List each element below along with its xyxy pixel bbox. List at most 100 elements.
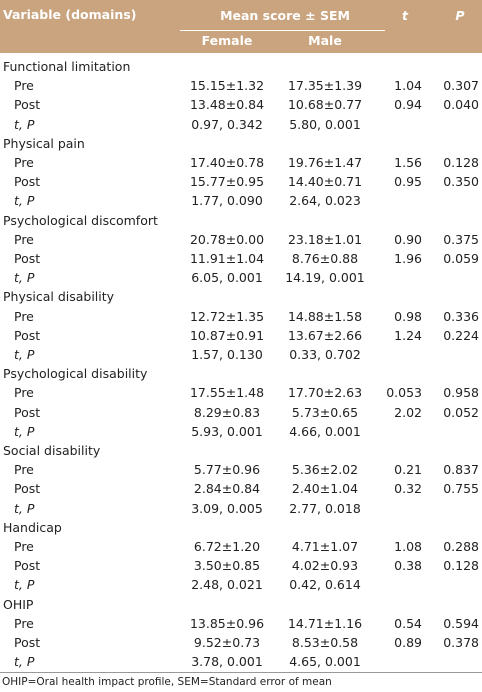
row-label: Pre — [14, 155, 34, 170]
p-cell: 0.350 — [443, 174, 479, 190]
male-cell: 17.35±1.39 — [287, 78, 363, 94]
p-cell: 0.375 — [443, 231, 479, 247]
female-cell: 11.91±1.04 — [189, 251, 265, 266]
p-cell: 0.059 — [443, 251, 479, 266]
row-label: t, P — [14, 654, 35, 670]
header-female: Female — [201, 33, 253, 48]
t-cell: 0.21 — [394, 462, 422, 478]
group-name: Psychological discomfort — [3, 212, 158, 228]
header-t: t — [402, 8, 408, 23]
p-cell: 0.052 — [443, 404, 479, 420]
t-cell: 0.38 — [394, 558, 422, 574]
group-name: Handicap — [3, 519, 62, 535]
female-cell: 2.84±0.84 — [193, 481, 261, 497]
row-label: Pre — [14, 308, 34, 324]
male-cell: 8.53±0.58 — [291, 635, 359, 650]
female-cell: 17.55±1.48 — [189, 385, 265, 401]
male-cell: 2.40±1.04 — [291, 481, 359, 497]
male-cell: 4.66, 0.001 — [289, 423, 361, 439]
female-cell: 5.93, 0.001 — [191, 423, 263, 439]
female-cell: 1.77, 0.090 — [191, 193, 263, 209]
row-label: Post — [14, 174, 41, 190]
p-cell: 0.755 — [443, 481, 479, 497]
male-cell: 17.70±2.63 — [287, 385, 363, 401]
p-cell: 0.128 — [443, 558, 479, 574]
p-cell: 0.837 — [443, 462, 479, 478]
male-cell: 0.42, 0.614 — [289, 577, 361, 593]
group-name: Physical pain — [3, 135, 85, 151]
male-cell: 5.73±0.65 — [291, 404, 359, 420]
female-cell: 3.78, 0.001 — [191, 654, 263, 670]
t-cell: 1.24 — [394, 327, 422, 343]
female-cell: 13.48±0.84 — [189, 97, 265, 113]
female-cell: 12.72±1.35 — [189, 308, 265, 324]
row-label: t, P — [14, 193, 35, 209]
t-cell: 0.32 — [394, 481, 422, 497]
t-cell: 0.54 — [394, 615, 422, 631]
female-cell: 6.05, 0.001 — [191, 270, 263, 286]
t-cell: 2.02 — [394, 404, 422, 420]
female-cell: 20.78±0.00 — [189, 231, 265, 247]
male-cell: 14.19, 0.001 — [285, 270, 365, 286]
t-cell: 0.95 — [394, 174, 422, 190]
female-cell: 8.29±0.83 — [193, 404, 261, 420]
female-cell: 17.40±0.78 — [189, 155, 265, 170]
female-cell: 13.85±0.96 — [189, 615, 265, 631]
female-cell: 15.15±1.32 — [189, 78, 265, 94]
male-cell: 14.88±1.58 — [287, 308, 363, 324]
female-cell: 10.87±0.91 — [189, 327, 265, 343]
row-label: Pre — [14, 231, 34, 247]
group-name: Physical disability — [3, 289, 115, 305]
bottom-rule — [0, 672, 482, 673]
row-label: Post — [14, 97, 41, 113]
footnote: OHIP=Oral health impact profile, SEM=Sta… — [2, 676, 332, 688]
male-cell: 0.33, 0.702 — [289, 347, 361, 362]
header-variable: Variable (domains) — [3, 7, 137, 22]
p-cell: 0.307 — [443, 78, 479, 94]
row-label: Pre — [14, 539, 34, 554]
header-p: P — [455, 8, 465, 23]
row-label: Post — [14, 558, 41, 574]
row-label: Post — [14, 327, 41, 343]
p-cell: 0.224 — [443, 327, 479, 343]
row-label: Pre — [14, 615, 34, 631]
group-name: Social disability — [3, 443, 101, 458]
row-label: Post — [14, 251, 41, 266]
p-cell: 0.040 — [443, 97, 479, 113]
p-cell: 0.378 — [443, 635, 479, 650]
group-name: OHIP — [3, 596, 34, 612]
header-band — [0, 0, 482, 53]
female-cell: 6.72±1.20 — [193, 539, 261, 554]
row-label: Pre — [14, 385, 34, 401]
row-label: t, P — [14, 577, 35, 593]
male-cell: 4.71±1.07 — [291, 539, 359, 554]
t-cell: 1.08 — [394, 539, 422, 554]
male-cell: 8.76±0.88 — [291, 251, 359, 266]
t-cell: 0.94 — [394, 97, 422, 113]
female-cell: 5.77±0.96 — [193, 462, 261, 478]
t-cell: 0.98 — [394, 308, 422, 324]
p-cell: 0.336 — [443, 308, 479, 324]
row-label: Post — [14, 404, 41, 420]
t-cell: 1.04 — [394, 78, 422, 94]
p-cell: 0.958 — [443, 385, 479, 401]
t-cell: 0.90 — [394, 231, 422, 247]
row-label: t, P — [14, 500, 35, 516]
row-label: t, P — [14, 270, 35, 286]
row-label: t, P — [14, 116, 35, 132]
t-cell: 1.96 — [394, 251, 422, 266]
male-cell: 5.80, 0.001 — [289, 116, 361, 132]
male-cell: 4.02±0.93 — [291, 558, 359, 574]
p-cell: 0.128 — [443, 155, 479, 170]
group-name: Functional limitation — [3, 59, 131, 74]
row-label: Pre — [14, 78, 34, 94]
row-label: Post — [14, 635, 41, 650]
female-cell: 2.48, 0.021 — [191, 577, 263, 593]
p-cell: 0.288 — [443, 539, 479, 554]
male-cell: 13.67±2.66 — [287, 327, 363, 343]
male-cell: 14.40±0.71 — [287, 174, 363, 190]
female-cell: 0.97, 0.342 — [191, 116, 263, 132]
row-label: t, P — [14, 423, 35, 439]
t-cell: 0.89 — [394, 635, 422, 650]
